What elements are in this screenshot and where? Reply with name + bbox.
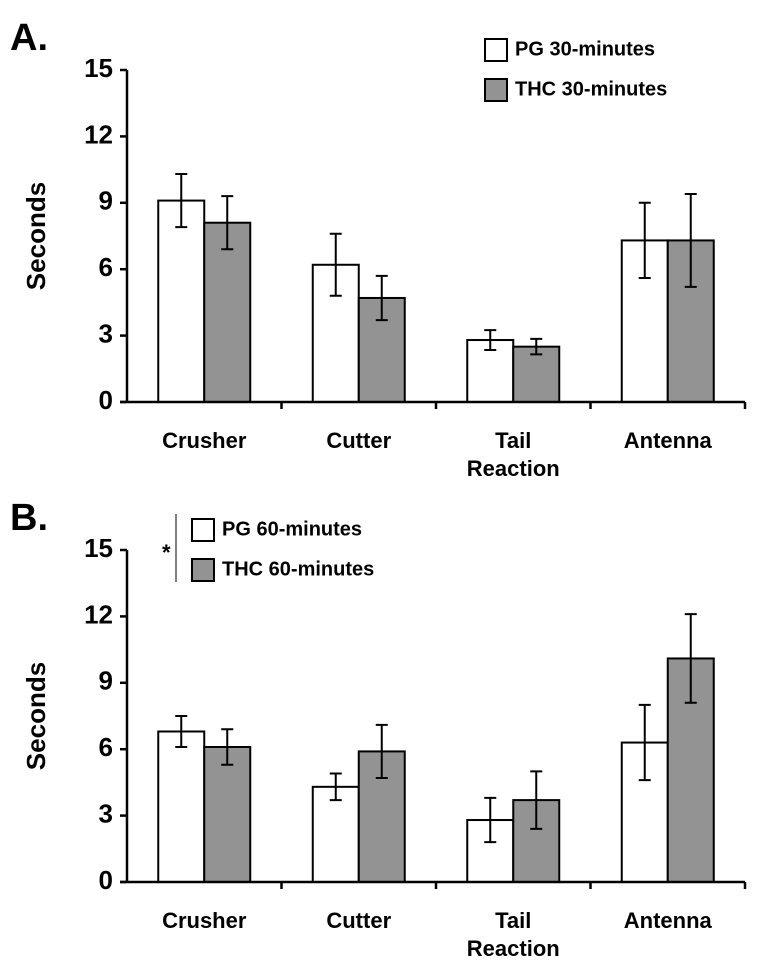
error-bar [221, 728, 234, 766]
error-bar [684, 192, 697, 288]
legend-swatch [484, 78, 508, 102]
y-tick-label: 0 [99, 385, 113, 415]
x-tick-label: Cutter [326, 908, 392, 933]
y-tick-label: 3 [99, 798, 113, 828]
error-bar [329, 232, 342, 297]
bar [203, 745, 252, 884]
error-bar [530, 337, 543, 356]
y-tick-label: 6 [99, 252, 113, 282]
y-tick-label: 15 [84, 533, 113, 563]
y-tick-label: 0 [99, 865, 113, 895]
error-bar [221, 195, 234, 251]
y-tick-label: 9 [99, 186, 113, 216]
y-axis-title: Seconds [21, 662, 51, 770]
y-tick-label: 12 [84, 599, 113, 629]
bar [311, 785, 360, 883]
x-tick-label: Crusher [162, 428, 247, 453]
x-tick-label: Antenna [623, 428, 712, 453]
x-tick-label: Antenna [623, 908, 712, 933]
error-bar [638, 703, 651, 782]
panel-label: B. [10, 497, 48, 539]
legend-swatch [191, 558, 215, 582]
legend-swatch [484, 38, 508, 62]
legend-label: THC 30-minutes [515, 78, 667, 100]
y-tick-label: 3 [99, 318, 113, 348]
bar [512, 345, 561, 403]
x-tick-label: Cutter [326, 428, 392, 453]
y-tick-label: 12 [84, 119, 113, 149]
y-tick-label: 15 [84, 53, 113, 83]
error-bar [175, 173, 188, 229]
legend-swatch [191, 518, 215, 542]
x-tick-label: Crusher [162, 908, 247, 933]
y-tick-label: 6 [99, 732, 113, 762]
error-bar [375, 723, 388, 779]
error-bar [530, 770, 543, 830]
legend-label: THC 60-minutes [222, 558, 374, 580]
error-bar [638, 201, 651, 280]
x-tick-label: Tail Reaction [466, 428, 560, 481]
x-tick-label: Tail Reaction [466, 908, 560, 961]
error-bar [484, 796, 497, 844]
legend-label: PG 60-minutes [222, 518, 362, 540]
error-bar [175, 715, 188, 748]
bar [157, 730, 206, 884]
legend-label: PG 30-minutes [515, 38, 655, 60]
error-bar [684, 613, 697, 704]
error-bar [375, 274, 388, 322]
y-tick-label: 9 [99, 666, 113, 696]
y-axis-title: Seconds [21, 182, 51, 290]
error-bar [484, 329, 497, 351]
bar [157, 199, 206, 403]
annotation: * [162, 540, 171, 565]
panel-label: A. [10, 17, 48, 59]
error-bar [329, 772, 342, 802]
